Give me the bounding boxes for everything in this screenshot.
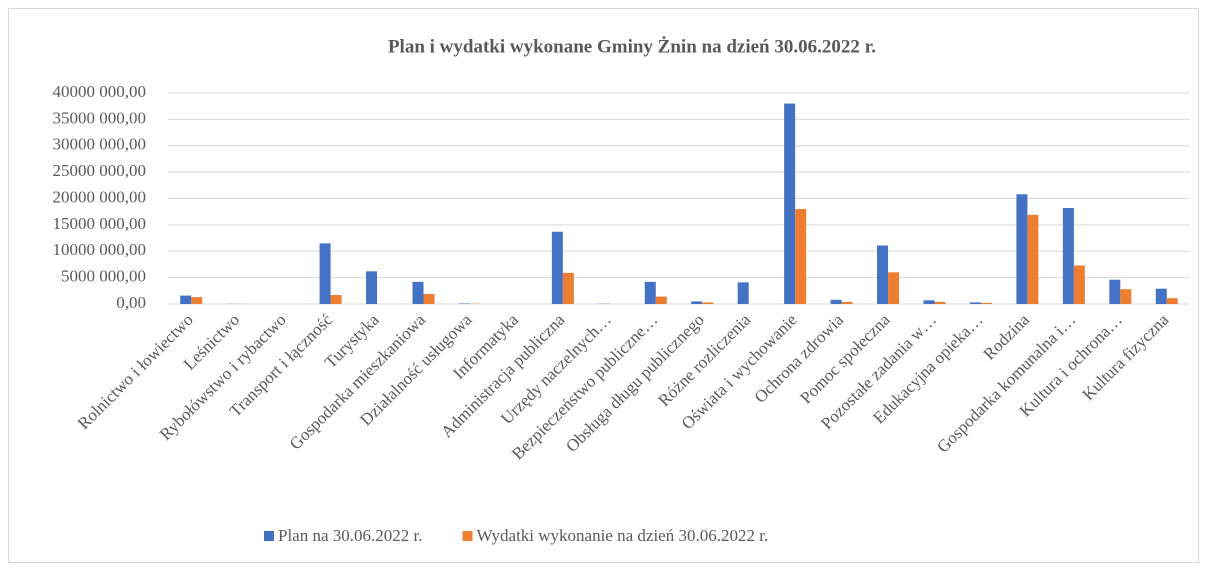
bar [923,300,935,304]
y-tick-label: 40000 000,00 [53,82,147,101]
bar [1166,298,1178,304]
chart-title: Plan i wydatki wykonane Gminy Żnin na dz… [388,36,876,57]
bar [330,295,342,304]
y-tick-label: 30000 000,00 [53,135,147,154]
y-tick-label: 15000 000,00 [53,214,147,233]
bar [1016,194,1028,304]
bar [319,243,331,304]
bar [655,296,667,304]
y-tick-label: 20000 000,00 [53,187,147,206]
bar [934,301,946,304]
bar [1027,214,1039,304]
y-tick-label: 35000 000,00 [53,108,147,127]
bar [830,299,842,304]
legend-swatch [264,531,274,541]
bar [458,303,470,304]
bar [562,272,574,304]
bar [877,245,889,304]
bar [784,103,796,304]
legend-label: Wydatki wykonanie na dzień 30.06.2022 r. [477,526,769,545]
bar [888,272,900,304]
bar [423,293,435,304]
bar [691,301,703,304]
y-tick-label: 10000 000,00 [53,240,147,259]
y-tick-label: 25000 000,00 [53,161,147,180]
bar [980,302,992,304]
bar [1109,279,1121,304]
bar [1120,289,1132,304]
y-tick-label: 5000 000,00 [61,267,146,286]
bar [191,297,203,304]
y-tick-label: 0,00 [116,293,146,312]
chart-frame [8,8,1199,563]
bar [180,295,192,304]
bar [551,231,563,304]
bar [366,271,378,304]
legend-label: Plan na 30.06.2022 r. [278,526,423,545]
bar [795,209,807,304]
bar [737,282,749,304]
bar [644,281,656,304]
bar [1155,288,1167,304]
bar [412,281,424,304]
bar [1062,207,1074,304]
bar [702,302,714,304]
legend-swatch [462,531,473,541]
bar [1073,265,1085,304]
bar [969,302,981,304]
bar [841,301,853,304]
